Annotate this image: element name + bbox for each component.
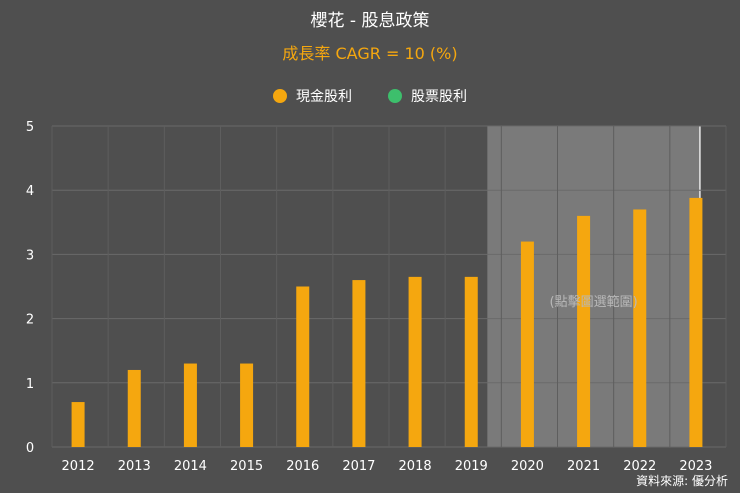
selection-hint-label: (點擊圖選範圍): [550, 294, 638, 310]
bar-cash-2014[interactable]: [183, 363, 197, 447]
bar-cash-2016[interactable]: [296, 286, 310, 448]
x-tick-label: 2021: [567, 459, 600, 474]
data-source-footer: 資料來源: 優分析: [636, 474, 728, 488]
chart-legend: 現金股利 股票股利: [0, 86, 740, 106]
x-tick-label: 2015: [230, 459, 263, 474]
legend-dot-stock: [388, 89, 402, 103]
bar-cash-2021[interactable]: [577, 215, 591, 447]
bar-cash-2022[interactable]: [633, 209, 647, 447]
y-tick-label: 5: [26, 120, 34, 135]
selection-range-highlight[interactable]: [487, 126, 700, 447]
y-tick-label: 3: [26, 248, 34, 263]
x-tick-label: 2022: [623, 459, 656, 474]
bar-cash-2015[interactable]: [240, 363, 254, 447]
bar-cash-2023[interactable]: [689, 197, 703, 447]
x-tick-label: 2016: [286, 459, 319, 474]
x-tick-label: 2013: [118, 459, 151, 474]
y-tick-label: 1: [26, 377, 34, 392]
y-tick-label: 2: [26, 313, 34, 328]
x-tick-label: 2014: [174, 459, 207, 474]
legend-item-stock-dividend[interactable]: 股票股利: [388, 86, 467, 106]
bar-cash-2013[interactable]: [127, 369, 141, 447]
bar-cash-2017[interactable]: [352, 280, 366, 447]
legend-item-cash-dividend[interactable]: 現金股利: [273, 86, 352, 106]
x-tick-label: 2019: [455, 459, 488, 474]
y-tick-label: 4: [26, 184, 34, 199]
y-tick-label: 0: [26, 441, 34, 456]
x-tick-label: 2023: [679, 459, 712, 474]
bar-cash-2019[interactable]: [464, 276, 478, 447]
legend-label-stock: 股票股利: [411, 89, 467, 105]
x-tick-label: 2012: [62, 459, 95, 474]
legend-dot-cash: [273, 89, 287, 103]
x-tick-label: 2020: [511, 459, 544, 474]
bar-cash-2020[interactable]: [520, 241, 534, 447]
legend-label-cash: 現金股利: [296, 89, 352, 105]
bar-cash-2018[interactable]: [408, 276, 422, 447]
chart-title: 櫻花 - 股息政策: [310, 11, 430, 31]
x-tick-label: 2017: [342, 459, 375, 474]
x-tick-label: 2018: [399, 459, 432, 474]
bar-cash-2012[interactable]: [71, 402, 85, 447]
chart-subtitle: 成長率 CAGR = 10 (%): [282, 44, 458, 63]
